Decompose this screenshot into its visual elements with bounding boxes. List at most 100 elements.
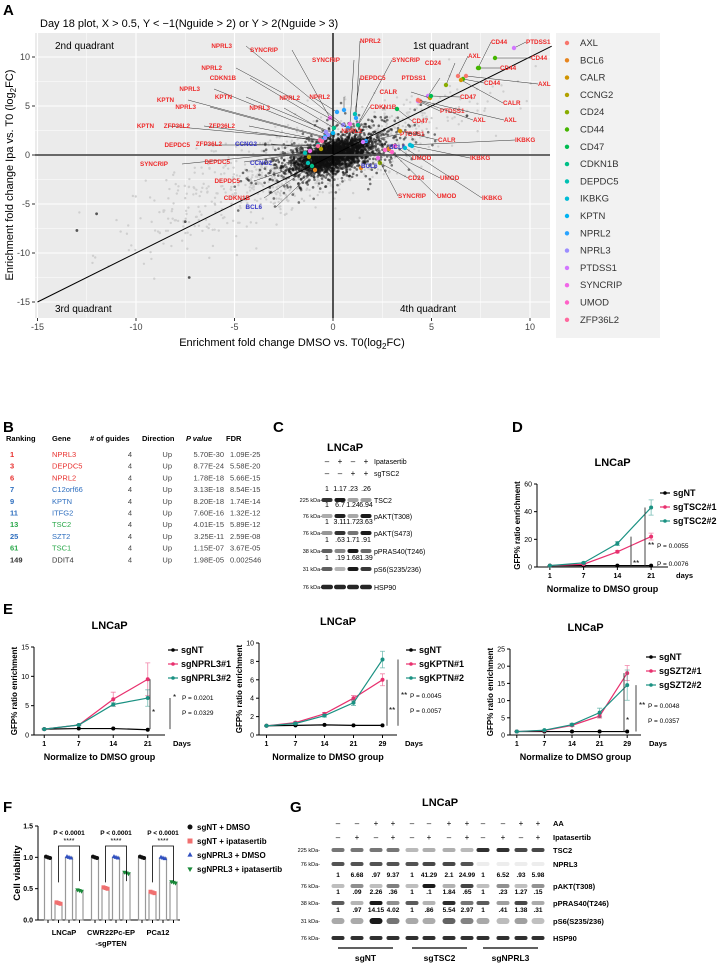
band-quantification: .41 — [498, 907, 507, 914]
panel-label-b: B — [3, 419, 14, 436]
background-point — [476, 102, 479, 105]
panel-label-a: A — [3, 2, 14, 19]
gene-point — [307, 179, 310, 183]
gene-point — [360, 123, 363, 126]
x-unit-label: days — [676, 571, 693, 580]
gene-point — [296, 151, 299, 154]
background-point — [208, 223, 211, 226]
condition-sign: + — [374, 819, 379, 828]
guides-cell: 4 — [128, 462, 132, 471]
gene-point — [348, 163, 351, 167]
condition-sign: + — [355, 833, 360, 842]
gene-point — [318, 173, 322, 177]
legend-box — [556, 33, 660, 338]
background-point — [470, 97, 474, 100]
gene-point — [377, 135, 381, 139]
background-point — [316, 184, 320, 188]
background-point — [219, 173, 223, 176]
replicate-point — [48, 856, 52, 861]
gene-point — [333, 163, 336, 166]
gene-point — [348, 133, 351, 137]
band-quantification: .31 — [533, 907, 542, 914]
gene-annotation-label: IKBKG — [470, 155, 490, 162]
blot-band — [334, 514, 346, 518]
gene-point — [384, 169, 387, 172]
background-point — [259, 206, 262, 210]
gene-cell: TSC1 — [52, 544, 71, 553]
band-quantification: 3.11 — [333, 519, 346, 526]
significance-stars: **** — [64, 838, 75, 845]
background-point — [250, 176, 254, 179]
background-point — [221, 216, 225, 220]
annotation-leader-line — [349, 59, 355, 125]
background-point — [217, 229, 220, 232]
blot-band — [422, 936, 436, 940]
gene-point — [334, 191, 338, 194]
gene-point — [275, 179, 279, 182]
background-point — [150, 220, 153, 224]
condition-sign: – — [519, 833, 524, 842]
blot-band — [321, 498, 333, 502]
y-tick-label: 10 — [21, 674, 29, 681]
background-point — [193, 187, 196, 190]
gene-point — [371, 162, 375, 165]
background-point — [449, 91, 452, 94]
gene-point — [342, 146, 346, 150]
blot-band — [360, 549, 372, 553]
background-point — [525, 99, 528, 103]
gene-point — [375, 139, 378, 142]
gene-point — [373, 166, 377, 169]
data-point — [42, 727, 47, 732]
legend-marker — [663, 505, 667, 509]
gene-point — [305, 171, 308, 175]
background-point — [388, 171, 391, 174]
legend-label: sgTSC2#1 — [673, 502, 717, 512]
background-point — [297, 177, 300, 181]
blot-band — [331, 918, 345, 924]
blot-band — [334, 498, 346, 502]
background-point — [418, 192, 421, 196]
background-point — [256, 180, 259, 184]
gene-annotation-label: NPRL3 — [211, 43, 232, 50]
background-point — [236, 177, 239, 181]
blot-band — [442, 901, 456, 905]
background-point — [418, 136, 422, 139]
blot-band — [350, 848, 364, 852]
table-row: 25 SZT2 4 Up 3.25E-11 2.59E-08 — [10, 532, 260, 541]
background-point — [413, 138, 416, 141]
gene-point — [329, 162, 332, 166]
gene-cell: NPRL3 — [52, 450, 76, 459]
blot-label: pAKT(T308) — [374, 514, 412, 521]
legend-marker — [564, 213, 570, 219]
highlighted-gene-point — [455, 73, 461, 79]
gene-point — [285, 184, 289, 187]
background-point — [422, 117, 425, 120]
blot-band — [531, 848, 545, 852]
background-point — [459, 98, 462, 101]
blot-label: HSP90 — [553, 934, 577, 943]
legend-marker — [649, 655, 653, 659]
gene-point — [183, 220, 187, 224]
gene-point — [311, 140, 315, 143]
background-point — [260, 173, 263, 177]
background-point — [308, 188, 311, 192]
background-point — [162, 242, 165, 245]
gene-point — [395, 138, 399, 142]
gene-point — [393, 119, 397, 122]
legend-label: sgNPRL3#2 — [181, 673, 231, 683]
y-axis-title: GFP% ratio enrichment — [10, 646, 19, 735]
ranking-cell: 11 — [10, 509, 18, 518]
legend-label: UMOD — [580, 298, 609, 309]
gene-annotation-label: AXL — [473, 117, 486, 124]
background-point — [362, 164, 365, 167]
legend-marker — [187, 867, 193, 872]
background-point — [212, 150, 216, 153]
background-point — [172, 173, 175, 177]
gene-point — [289, 161, 293, 165]
legend-marker — [564, 300, 570, 305]
annotation-leader-line — [283, 107, 327, 133]
gene-point — [342, 152, 345, 155]
background-point — [258, 181, 261, 185]
x-tick-label: 1 — [265, 741, 269, 748]
blot-band — [496, 918, 510, 924]
